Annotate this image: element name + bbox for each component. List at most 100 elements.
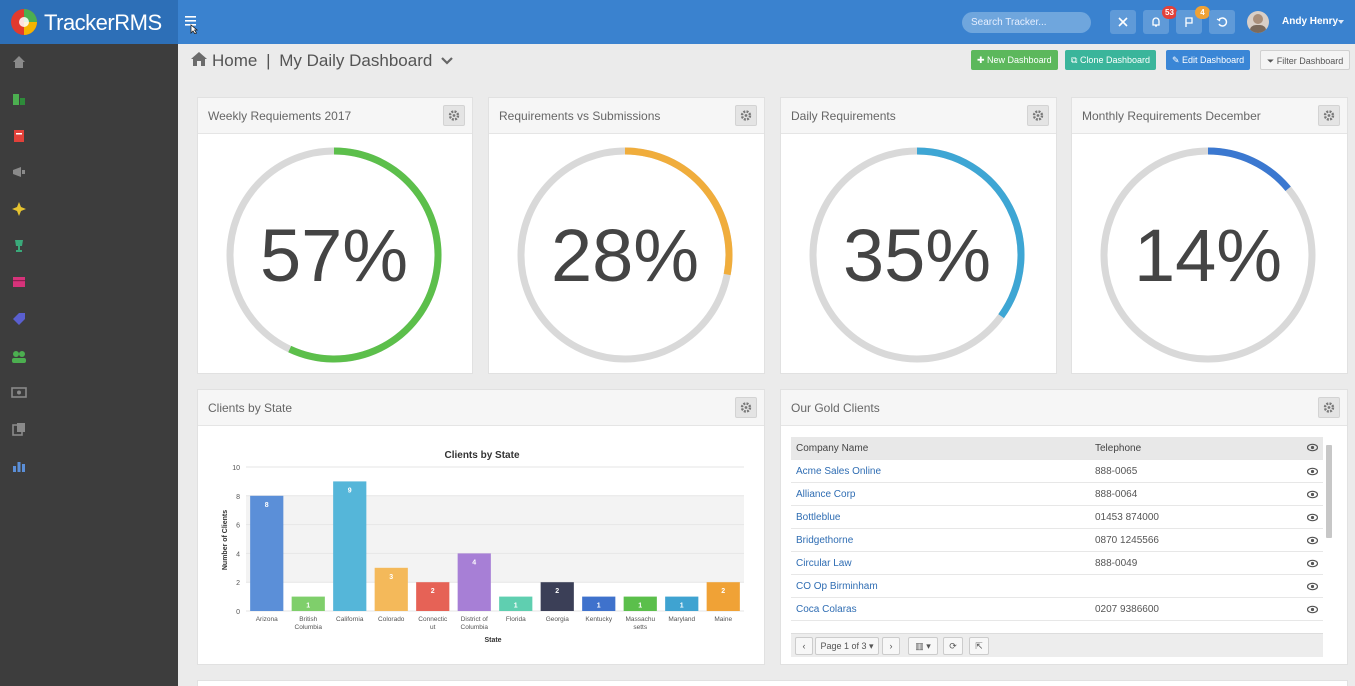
bar-value-label: 4 bbox=[472, 559, 476, 566]
contacts-icon[interactable] bbox=[11, 128, 27, 144]
next-page-button[interactable]: › bbox=[882, 637, 900, 655]
table-pager: ‹ Page 1 of 3 ▾ › ▥ ▾ ⟳ ⇱ bbox=[791, 633, 1323, 657]
panel-settings-button[interactable] bbox=[735, 105, 757, 126]
bar[interactable] bbox=[291, 596, 325, 611]
company-name-link[interactable]: Bridgethorne bbox=[796, 535, 854, 546]
panel-settings-button[interactable] bbox=[1027, 105, 1049, 126]
home-icon[interactable] bbox=[11, 54, 27, 70]
x-tick-label: Arizona bbox=[256, 616, 278, 623]
bar[interactable] bbox=[333, 481, 367, 611]
company-name-link[interactable]: Alliance Corp bbox=[796, 489, 856, 500]
trackerrms-logo-icon bbox=[11, 9, 37, 35]
user-menu-chevron-icon[interactable] bbox=[1338, 20, 1344, 24]
bar[interactable] bbox=[582, 596, 616, 611]
documents-icon[interactable] bbox=[11, 421, 27, 437]
refresh-button[interactable]: ⟳ bbox=[943, 637, 963, 655]
tags-icon[interactable] bbox=[11, 311, 27, 327]
company-name-link[interactable]: Bottleblue bbox=[796, 512, 841, 523]
bar-value-label: 2 bbox=[555, 588, 559, 595]
bar[interactable] bbox=[540, 582, 574, 611]
eye-icon[interactable] bbox=[1307, 605, 1318, 614]
page-title[interactable]: My Daily Dashboard bbox=[279, 51, 433, 70]
gear-icon bbox=[1032, 110, 1044, 121]
gauge-panel: Weekly Requiements 2017 57% bbox=[197, 97, 473, 374]
page-select[interactable]: Page 1 of 3 ▾ bbox=[815, 637, 879, 655]
flags-button[interactable]: 4 bbox=[1176, 6, 1210, 34]
notifications-button[interactable]: 53 bbox=[1143, 6, 1177, 34]
bar[interactable] bbox=[665, 596, 699, 611]
breadcrumb-home[interactable]: Home bbox=[212, 51, 258, 70]
bar[interactable] bbox=[250, 495, 284, 611]
chevron-down-icon[interactable] bbox=[441, 56, 453, 66]
gauge-panel: Daily Requirements 35% bbox=[780, 97, 1057, 374]
avatar[interactable] bbox=[1247, 11, 1269, 33]
gear-icon bbox=[740, 402, 752, 413]
gauge-arc bbox=[916, 147, 1025, 319]
eye-icon[interactable] bbox=[1307, 467, 1318, 476]
company-name-link[interactable]: CO Op Birminham bbox=[796, 581, 878, 592]
tools-button[interactable] bbox=[1110, 10, 1136, 34]
table-row[interactable]: Bottleblue 01453 874000 bbox=[791, 506, 1323, 529]
new-dashboard-button[interactable]: ✚ New Dashboard bbox=[971, 50, 1058, 70]
table-header-row: Company Name Telephone bbox=[791, 437, 1323, 460]
companies-icon[interactable] bbox=[11, 91, 27, 107]
candidates-icon[interactable] bbox=[11, 348, 27, 364]
bar[interactable] bbox=[499, 596, 533, 611]
company-name-link[interactable]: Acme Sales Online bbox=[796, 466, 882, 477]
table-row[interactable]: Acme Sales Online 888-0065 bbox=[791, 460, 1323, 483]
y-axis-label: Number of Clients bbox=[222, 510, 229, 570]
logo-area[interactable]: TrackerRMS bbox=[0, 0, 178, 44]
user-name[interactable]: Andy Henry bbox=[1282, 16, 1339, 27]
history-button[interactable] bbox=[1209, 10, 1235, 34]
table-row[interactable]: Alliance Corp 888-0064 bbox=[791, 483, 1323, 506]
clone-dashboard-label: Clone Dashboard bbox=[1079, 55, 1150, 65]
clients-by-state-panel: Clients by State 0 2 4 6 8 10 Clients by State… bbox=[197, 389, 765, 665]
x-tick-label: Columbia bbox=[461, 624, 489, 631]
resources-icon[interactable] bbox=[11, 274, 27, 290]
home-breadcrumb-icon[interactable] bbox=[190, 51, 208, 67]
eye-icon[interactable] bbox=[1307, 490, 1318, 499]
table-row[interactable]: Coca Colaras 0207 9386600 bbox=[791, 598, 1323, 621]
clone-dashboard-button[interactable]: ⧉ Clone Dashboard bbox=[1065, 50, 1156, 70]
panel-settings-button[interactable] bbox=[1318, 397, 1340, 418]
eye-icon[interactable] bbox=[1307, 536, 1318, 545]
filter-dashboard-button[interactable]: ⏷ Filter Dashboard bbox=[1260, 50, 1351, 70]
panel-title: Clients by State bbox=[208, 401, 293, 415]
table-row[interactable]: Circular Law 888-0049 bbox=[791, 552, 1323, 575]
panel-settings-button[interactable] bbox=[443, 105, 465, 126]
panel-settings-button[interactable] bbox=[1318, 105, 1340, 126]
edit-dashboard-button[interactable]: ✎ Edit Dashboard bbox=[1166, 50, 1251, 70]
hamburger-menu-icon[interactable] bbox=[182, 12, 202, 34]
bar[interactable] bbox=[374, 567, 408, 611]
gauge-panel: Requirements vs Submissions 28% bbox=[488, 97, 765, 374]
bar[interactable] bbox=[416, 582, 450, 611]
prev-page-button[interactable]: ‹ bbox=[795, 637, 813, 655]
panel-settings-button[interactable] bbox=[735, 397, 757, 418]
table-scrollbar[interactable] bbox=[1326, 445, 1332, 538]
bar[interactable] bbox=[623, 596, 657, 611]
search-input[interactable] bbox=[962, 12, 1091, 33]
eye-icon[interactable] bbox=[1307, 559, 1318, 568]
columns-button[interactable]: ▥ ▾ bbox=[908, 637, 938, 655]
placements-icon[interactable] bbox=[11, 384, 27, 400]
company-name-link[interactable]: Circular Law bbox=[796, 558, 852, 569]
column-header-telephone[interactable]: Telephone bbox=[1095, 443, 1142, 454]
eye-icon[interactable] bbox=[1307, 513, 1318, 522]
export-button[interactable]: ⇱ bbox=[969, 637, 989, 655]
reports-icon[interactable] bbox=[11, 458, 27, 474]
column-header-company[interactable]: Company Name bbox=[796, 443, 869, 454]
trophy-icon[interactable] bbox=[11, 238, 27, 254]
x-tick-label: Maryland bbox=[668, 616, 695, 623]
table-row[interactable]: Bridgethorne 0870 1245566 bbox=[791, 529, 1323, 552]
clone-icon: ⧉ bbox=[1071, 55, 1080, 65]
opportunities-icon[interactable] bbox=[11, 201, 27, 217]
x-tick-label: Colorado bbox=[378, 616, 405, 623]
bar[interactable] bbox=[457, 553, 491, 611]
bar[interactable] bbox=[706, 582, 740, 611]
company-name-link[interactable]: Coca Colaras bbox=[796, 604, 857, 615]
grid-band bbox=[246, 553, 744, 583]
campaigns-icon[interactable] bbox=[11, 164, 27, 180]
x-tick-label: Georgia bbox=[546, 616, 570, 623]
eye-icon[interactable] bbox=[1307, 582, 1318, 591]
table-row[interactable]: CO Op Birminham bbox=[791, 575, 1323, 598]
